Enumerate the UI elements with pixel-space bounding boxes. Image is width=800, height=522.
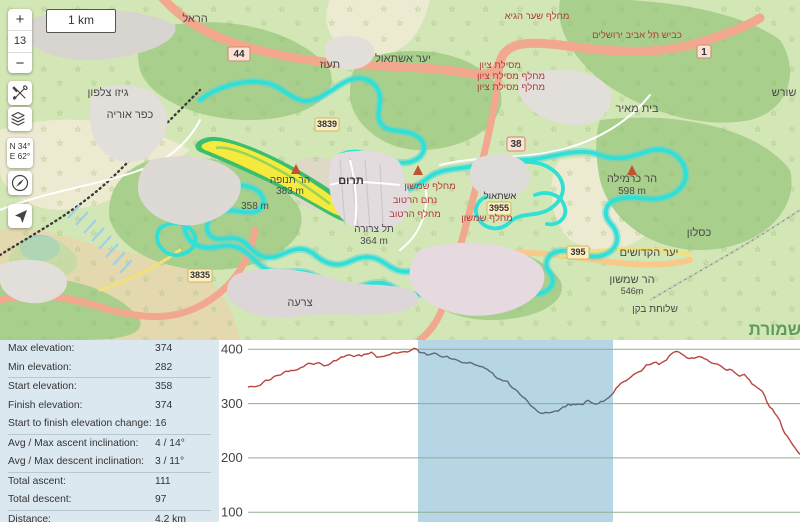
svg-text:גיזו צלפון: גיזו צלפון (87, 86, 128, 99)
svg-text:395: 395 (570, 247, 585, 257)
svg-text:תרום: תרום (338, 175, 364, 187)
svg-text:200: 200 (221, 450, 243, 465)
svg-text:הר תנופה: הר תנופה (270, 175, 310, 186)
svg-text:מחלף שמשון: מחלף שמשון (461, 212, 512, 224)
svg-text:44: 44 (233, 49, 245, 60)
svg-text:300: 300 (221, 396, 243, 411)
svg-text:1: 1 (701, 47, 707, 58)
svg-text:שמורת: שמורת (749, 320, 800, 339)
svg-text:הר שמשון: הר שמשון (609, 274, 654, 286)
svg-text:100: 100 (221, 505, 243, 520)
svg-text:כפר אוריה: כפר אוריה (107, 109, 154, 121)
svg-text:3835: 3835 (190, 270, 210, 280)
svg-text:3839: 3839 (317, 119, 337, 129)
svg-text:מסילת ציון: מסילת ציון (479, 59, 521, 71)
svg-text:תעוז: תעוז (320, 59, 340, 71)
svg-text:בית מאיר: בית מאיר (615, 103, 658, 115)
svg-text:נחם הרטוב: נחם הרטוב (393, 195, 437, 206)
svg-text:צרעה: צרעה (287, 297, 312, 309)
svg-text:מחלף שער הגיא: מחלף שער הגיא (505, 10, 570, 22)
svg-text:400: 400 (221, 342, 243, 357)
svg-text:יער הקדושים: יער הקדושים (620, 247, 679, 259)
svg-text:שלוחת בקן: שלוחת בקן (632, 303, 678, 315)
svg-text:546m: 546m (621, 286, 644, 296)
svg-text:אשתאול: אשתאול (484, 190, 517, 202)
svg-text:מחלף מסילת ציון: מחלף מסילת ציון (477, 81, 545, 93)
svg-text:38: 38 (510, 139, 522, 150)
svg-text:383 m: 383 m (276, 186, 304, 197)
svg-text:358 m: 358 m (241, 201, 269, 212)
svg-text:3955: 3955 (489, 203, 509, 213)
svg-text:מחלף שמשון: מחלף שמשון (404, 180, 455, 192)
svg-text:שורש: שורש (772, 87, 797, 99)
svg-text:כביש תל אביב ירושלים: כביש תל אביב ירושלים (592, 29, 682, 41)
svg-text:364 m: 364 m (360, 236, 388, 247)
svg-text:הראל: הראל (182, 12, 207, 25)
svg-text:מחלף הרטוב: מחלף הרטוב (389, 208, 441, 220)
svg-text:תל צרורה: תל צרורה (354, 223, 394, 235)
svg-text:כסלון: כסלון (687, 226, 712, 239)
svg-text:598 m: 598 m (618, 186, 646, 197)
svg-text:יער אשתאול: יער אשתאול (375, 52, 431, 65)
svg-text:מחלף מסילת ציון: מחלף מסילת ציון (477, 70, 545, 82)
